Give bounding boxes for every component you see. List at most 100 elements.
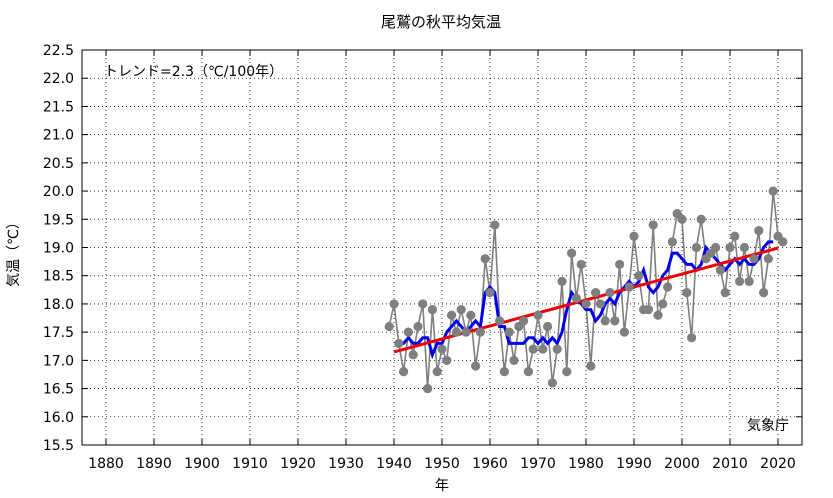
annual-data-point [519, 316, 529, 326]
annual-data-point [739, 242, 750, 253]
x-tick-label: 1970 [520, 456, 556, 472]
annual-data-point [509, 355, 519, 365]
annual-data-point [691, 242, 702, 253]
annual-data-point [687, 333, 697, 343]
y-tick-label: 22.0 [43, 71, 74, 87]
x-tick-label: 1910 [232, 456, 268, 472]
annual-data-point [677, 214, 687, 224]
annual-data-point [567, 248, 577, 258]
annual-data-point [533, 310, 543, 320]
annual-data-point [658, 299, 668, 309]
annual-data-point [413, 321, 423, 332]
annual-data-point [547, 378, 558, 388]
annual-data-point [538, 344, 548, 354]
annual-data-point [605, 288, 615, 298]
x-tick-label: 2000 [664, 456, 700, 472]
annual-data-point [591, 288, 601, 298]
annual-data-point [384, 321, 394, 332]
y-tick-label: 20.5 [43, 156, 74, 172]
y-tick-label: 22.5 [43, 43, 74, 59]
annual-data-point [730, 231, 740, 241]
annual-data-point [600, 316, 610, 326]
credit-label: 気象庁 [747, 418, 789, 434]
x-tick-label: 1890 [136, 456, 172, 472]
annual-data-point [552, 344, 562, 354]
annual-data-point [735, 276, 745, 286]
x-axis-title: 年 [435, 478, 449, 494]
x-tick-label: 2020 [760, 456, 796, 472]
annual-data-point [418, 299, 428, 309]
y-axis-title: 気温（℃） [6, 215, 22, 287]
annual-data-point [490, 220, 500, 230]
y-tick-label: 21.5 [43, 99, 74, 115]
annual-data-point [615, 259, 625, 270]
annual-data-point [643, 304, 654, 315]
x-tick-label: 1930 [328, 456, 364, 472]
x-tick-label: 1950 [424, 456, 460, 472]
y-tick-label: 17.5 [43, 325, 74, 341]
plot-frame [81, 49, 803, 446]
x-tick-label: 1990 [616, 456, 652, 472]
y-tick-label: 21.0 [43, 128, 74, 144]
annual-data-point [715, 265, 726, 275]
annual-data-point [663, 282, 673, 292]
annual-data-point [442, 355, 452, 365]
x-tick-label: 1940 [376, 456, 412, 472]
annual-data-point [495, 316, 505, 326]
trend-annotation: トレンド=2.3（℃/100年） [104, 64, 283, 80]
annual-data-point [557, 276, 567, 286]
y-tick-label: 19.5 [43, 212, 74, 228]
x-tick-label: 1980 [568, 456, 604, 472]
y-tick-label: 18.5 [43, 269, 74, 285]
annual-data-point [437, 344, 447, 354]
annual-data-point [523, 367, 534, 377]
annual-data-point [653, 310, 663, 320]
annual-data-point [629, 231, 639, 241]
annual-data-point [408, 350, 418, 360]
annual-data-point [624, 282, 634, 292]
annual-data-point [475, 327, 485, 337]
annual-data-point [667, 237, 678, 247]
annual-data-point [456, 304, 466, 315]
annual-data-point [528, 344, 538, 354]
annual-data-point [595, 299, 606, 309]
annual-data-point [754, 225, 764, 236]
annual-data-point [471, 361, 481, 371]
annual-data-point [744, 276, 754, 286]
y-tick-label: 15.5 [43, 438, 74, 454]
annual-data-point [485, 288, 495, 298]
y-tick-label: 18.0 [43, 297, 74, 313]
annual-data-point [562, 367, 572, 377]
annual-data-point [423, 383, 433, 394]
annual-data-point [399, 367, 409, 377]
annual-data-point [447, 310, 457, 320]
annual-data-point [499, 367, 509, 377]
annual-data-point [389, 299, 399, 309]
x-tick-label: 1880 [88, 456, 124, 472]
annual-data-point [576, 259, 586, 270]
annual-data-point [759, 288, 769, 298]
annual-data-point [461, 327, 471, 337]
annual-data-point [543, 321, 553, 332]
annual-data-point [619, 327, 630, 337]
annual-data-point [711, 242, 721, 253]
annual-data-point [403, 327, 413, 337]
y-tick-label: 20.0 [43, 184, 74, 200]
y-tick-label: 19.0 [43, 241, 74, 257]
annual-data-point [586, 361, 596, 371]
annual-data-point [763, 254, 774, 264]
annual-data-point [634, 271, 644, 281]
annual-data-point [394, 338, 404, 349]
annual-data-point [427, 304, 437, 315]
annual-data-point [451, 327, 461, 337]
annual-data-point [432, 367, 442, 377]
x-tick-label: 1920 [280, 456, 316, 472]
annual-data-point [749, 254, 759, 264]
x-tick-label: 1900 [184, 456, 220, 472]
annual-data-point [504, 327, 514, 337]
annual-data-point [682, 288, 692, 298]
series [384, 186, 788, 394]
annual-data-point [610, 316, 620, 326]
y-tick-label: 17.0 [43, 353, 74, 369]
